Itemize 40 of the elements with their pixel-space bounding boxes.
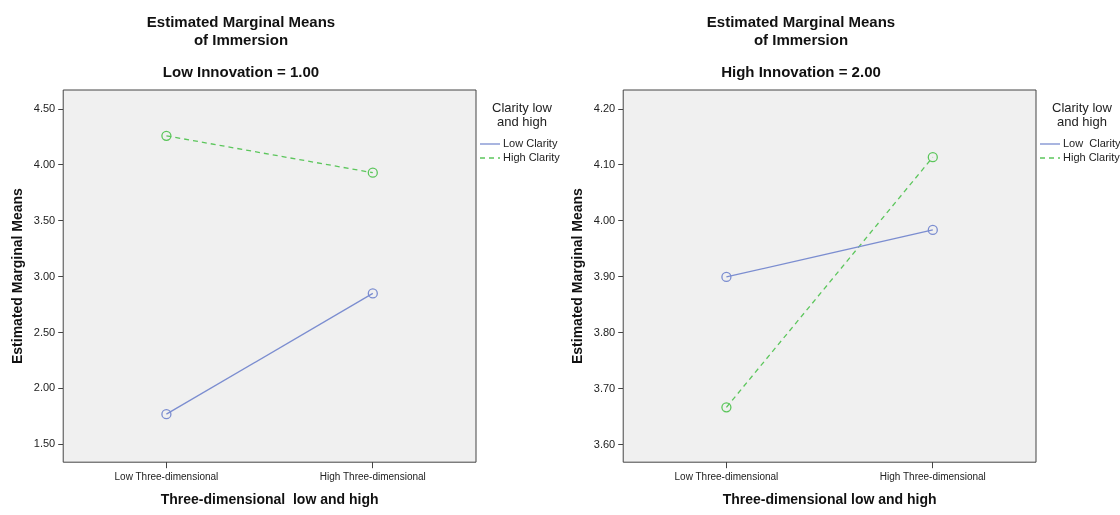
chart-subtitle: High Innovation = 2.00 <box>721 63 881 81</box>
y-tick-label: 4.00 <box>33 157 56 170</box>
chart-title: Estimated Marginal Means of Immersion <box>706 13 896 49</box>
y-tick-label: 4.20 <box>593 102 616 115</box>
legend-label: High Clarity <box>1063 151 1120 164</box>
point <box>161 130 172 141</box>
chart-title: Estimated Marginal Means of Immersion <box>146 13 336 49</box>
y-tick-label: 3.80 <box>593 325 616 338</box>
x-axis-title: Three-dimensional low and high <box>160 491 379 508</box>
point <box>721 271 732 283</box>
point <box>367 167 378 178</box>
point <box>927 152 938 163</box>
y-tick-label: 2.50 <box>33 325 56 338</box>
y-axis-title: Estimated Marginal Means <box>569 187 586 365</box>
point <box>927 224 938 236</box>
y-tick-label: 3.90 <box>593 269 616 282</box>
y-tick-label: 3.50 <box>33 213 56 226</box>
legend-label: Low Clarity <box>1063 137 1120 150</box>
y-tick-label: 3.70 <box>593 381 616 394</box>
x-tick-label: High Three-dimensional <box>319 470 426 482</box>
y-tick-label: 4.00 <box>593 214 616 226</box>
y-tick-label: 1.50 <box>33 437 56 450</box>
legend-title: Clarity low and high <box>492 99 553 129</box>
y-axis-title: Estimated Marginal Means <box>9 187 26 365</box>
x-tick-label: High Three-dimensional <box>879 470 986 482</box>
chart-subtitle: Low Innovation = 1.00 <box>162 63 320 81</box>
y-tick-label: 4.50 <box>33 102 56 115</box>
legend-title: Clarity low and high <box>1052 99 1113 129</box>
point <box>367 288 378 299</box>
legend-label: High Clarity <box>503 151 561 164</box>
x-axis-title: Three-dimensional low and high <box>722 491 937 508</box>
x-tick-label: Low Three-dimensional <box>674 470 779 482</box>
y-tick-label: 2.00 <box>33 381 56 394</box>
x-tick-label: Low Three-dimensional <box>114 470 219 482</box>
y-tick-label: 4.10 <box>593 158 616 171</box>
point <box>721 402 732 413</box>
legend-label: Low Clarity <box>503 137 558 150</box>
point <box>161 408 172 420</box>
y-tick-label: 3.00 <box>33 269 56 282</box>
y-tick-label: 3.60 <box>593 437 616 450</box>
